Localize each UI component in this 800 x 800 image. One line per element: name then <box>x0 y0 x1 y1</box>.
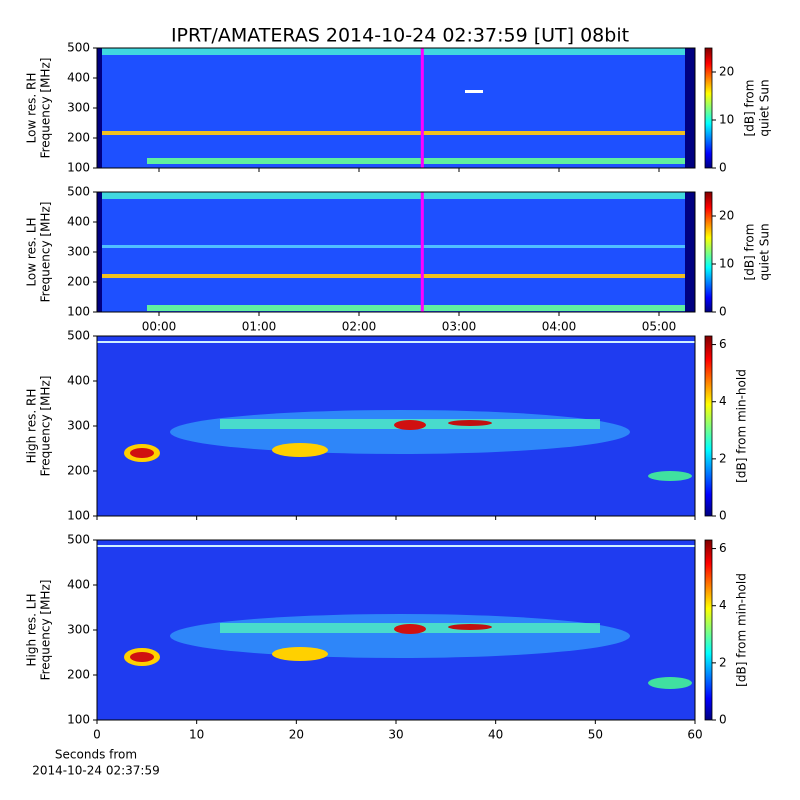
y-tick-label: 100 <box>67 713 90 727</box>
colorbar <box>704 47 713 169</box>
colorbar-label: [dB] from min-hold <box>735 369 749 483</box>
y-tick-label: 100 <box>67 305 90 319</box>
y-axis-label: Low res. LH <box>25 217 39 286</box>
colorbar-tick-label: 4 <box>719 394 727 408</box>
colorbar-tick-label: 10 <box>719 257 734 271</box>
y-axis-label: Frequency [MHz] <box>39 580 53 681</box>
colorbar-tick-label: 10 <box>719 113 734 127</box>
y-axis-label: High res. LH <box>25 593 39 666</box>
x-tick-label: 03:00 <box>442 320 477 334</box>
y-axis-label: Frequency [MHz] <box>39 58 53 159</box>
colorbar-label: quiet Sun <box>758 79 772 136</box>
y-tick-label: 300 <box>67 101 90 115</box>
x-tick-label: 10 <box>189 728 204 742</box>
y-tick-label: 500 <box>67 329 90 343</box>
y-tick-label: 200 <box>67 131 90 145</box>
colorbar <box>704 539 713 721</box>
colorbar-tick-label: 0 <box>719 713 727 727</box>
y-tick-label: 500 <box>67 185 90 199</box>
colorbar-tick-label: 2 <box>719 655 727 669</box>
y-axis-label: Frequency [MHz] <box>39 376 53 477</box>
colorbar-label: [dB] from <box>743 80 757 137</box>
x-axis-label: 2014-10-24 02:37:59 <box>32 764 159 778</box>
y-tick-label: 300 <box>67 419 90 433</box>
y-tick-label: 200 <box>67 668 90 682</box>
colorbar <box>704 191 713 313</box>
x-tick-label: 04:00 <box>542 320 577 334</box>
x-tick-label: 50 <box>588 728 603 742</box>
x-tick-label: 05:00 <box>642 320 677 334</box>
colorbar-tick-label: 0 <box>719 509 727 523</box>
y-tick-label: 100 <box>67 161 90 175</box>
y-tick-label: 300 <box>67 623 90 637</box>
colorbar-tick-label: 6 <box>719 337 727 351</box>
colorbar-label: [dB] from <box>743 224 757 281</box>
y-tick-label: 300 <box>67 245 90 259</box>
y-axis-label: High res. RH <box>25 389 39 464</box>
y-tick-label: 200 <box>67 275 90 289</box>
y-tick-label: 400 <box>67 215 90 229</box>
colorbar-tick-label: 0 <box>719 161 727 175</box>
y-axis-label: Low res. RH <box>25 73 39 144</box>
y-tick-label: 100 <box>67 509 90 523</box>
y-axis-label: Frequency [MHz] <box>39 202 53 303</box>
x-tick-label: 01:00 <box>242 320 277 334</box>
colorbar-tick-label: 20 <box>719 65 734 79</box>
colorbar-label: [dB] from min-hold <box>735 573 749 687</box>
colorbar-tick-label: 4 <box>719 598 727 612</box>
colorbar-label: quiet Sun <box>758 223 772 280</box>
title: IPRT/AMATERAS 2014-10-24 02:37:59 [UT] 0… <box>171 25 629 47</box>
x-tick-label: 20 <box>289 728 304 742</box>
y-tick-label: 400 <box>67 374 90 388</box>
spectrum-texture <box>97 48 695 720</box>
x-tick-label: 0 <box>93 728 101 742</box>
colorbar-tick-label: 2 <box>719 451 727 465</box>
colorbar-tick-label: 0 <box>719 305 727 319</box>
colorbar <box>704 335 713 517</box>
x-axis-label: Seconds from <box>55 748 137 762</box>
colorbar-tick-label: 20 <box>719 209 734 223</box>
x-tick-label: 40 <box>488 728 503 742</box>
colorbar-tick-label: 6 <box>719 541 727 555</box>
y-tick-label: 400 <box>67 578 90 592</box>
y-tick-label: 500 <box>67 533 90 547</box>
x-tick-label: 02:00 <box>342 320 377 334</box>
y-tick-label: 200 <box>67 464 90 478</box>
x-tick-label: 30 <box>388 728 403 742</box>
y-tick-label: 400 <box>67 71 90 85</box>
x-tick-label: 00:00 <box>142 320 177 334</box>
x-tick-label: 60 <box>687 728 702 742</box>
y-tick-label: 500 <box>67 41 90 55</box>
